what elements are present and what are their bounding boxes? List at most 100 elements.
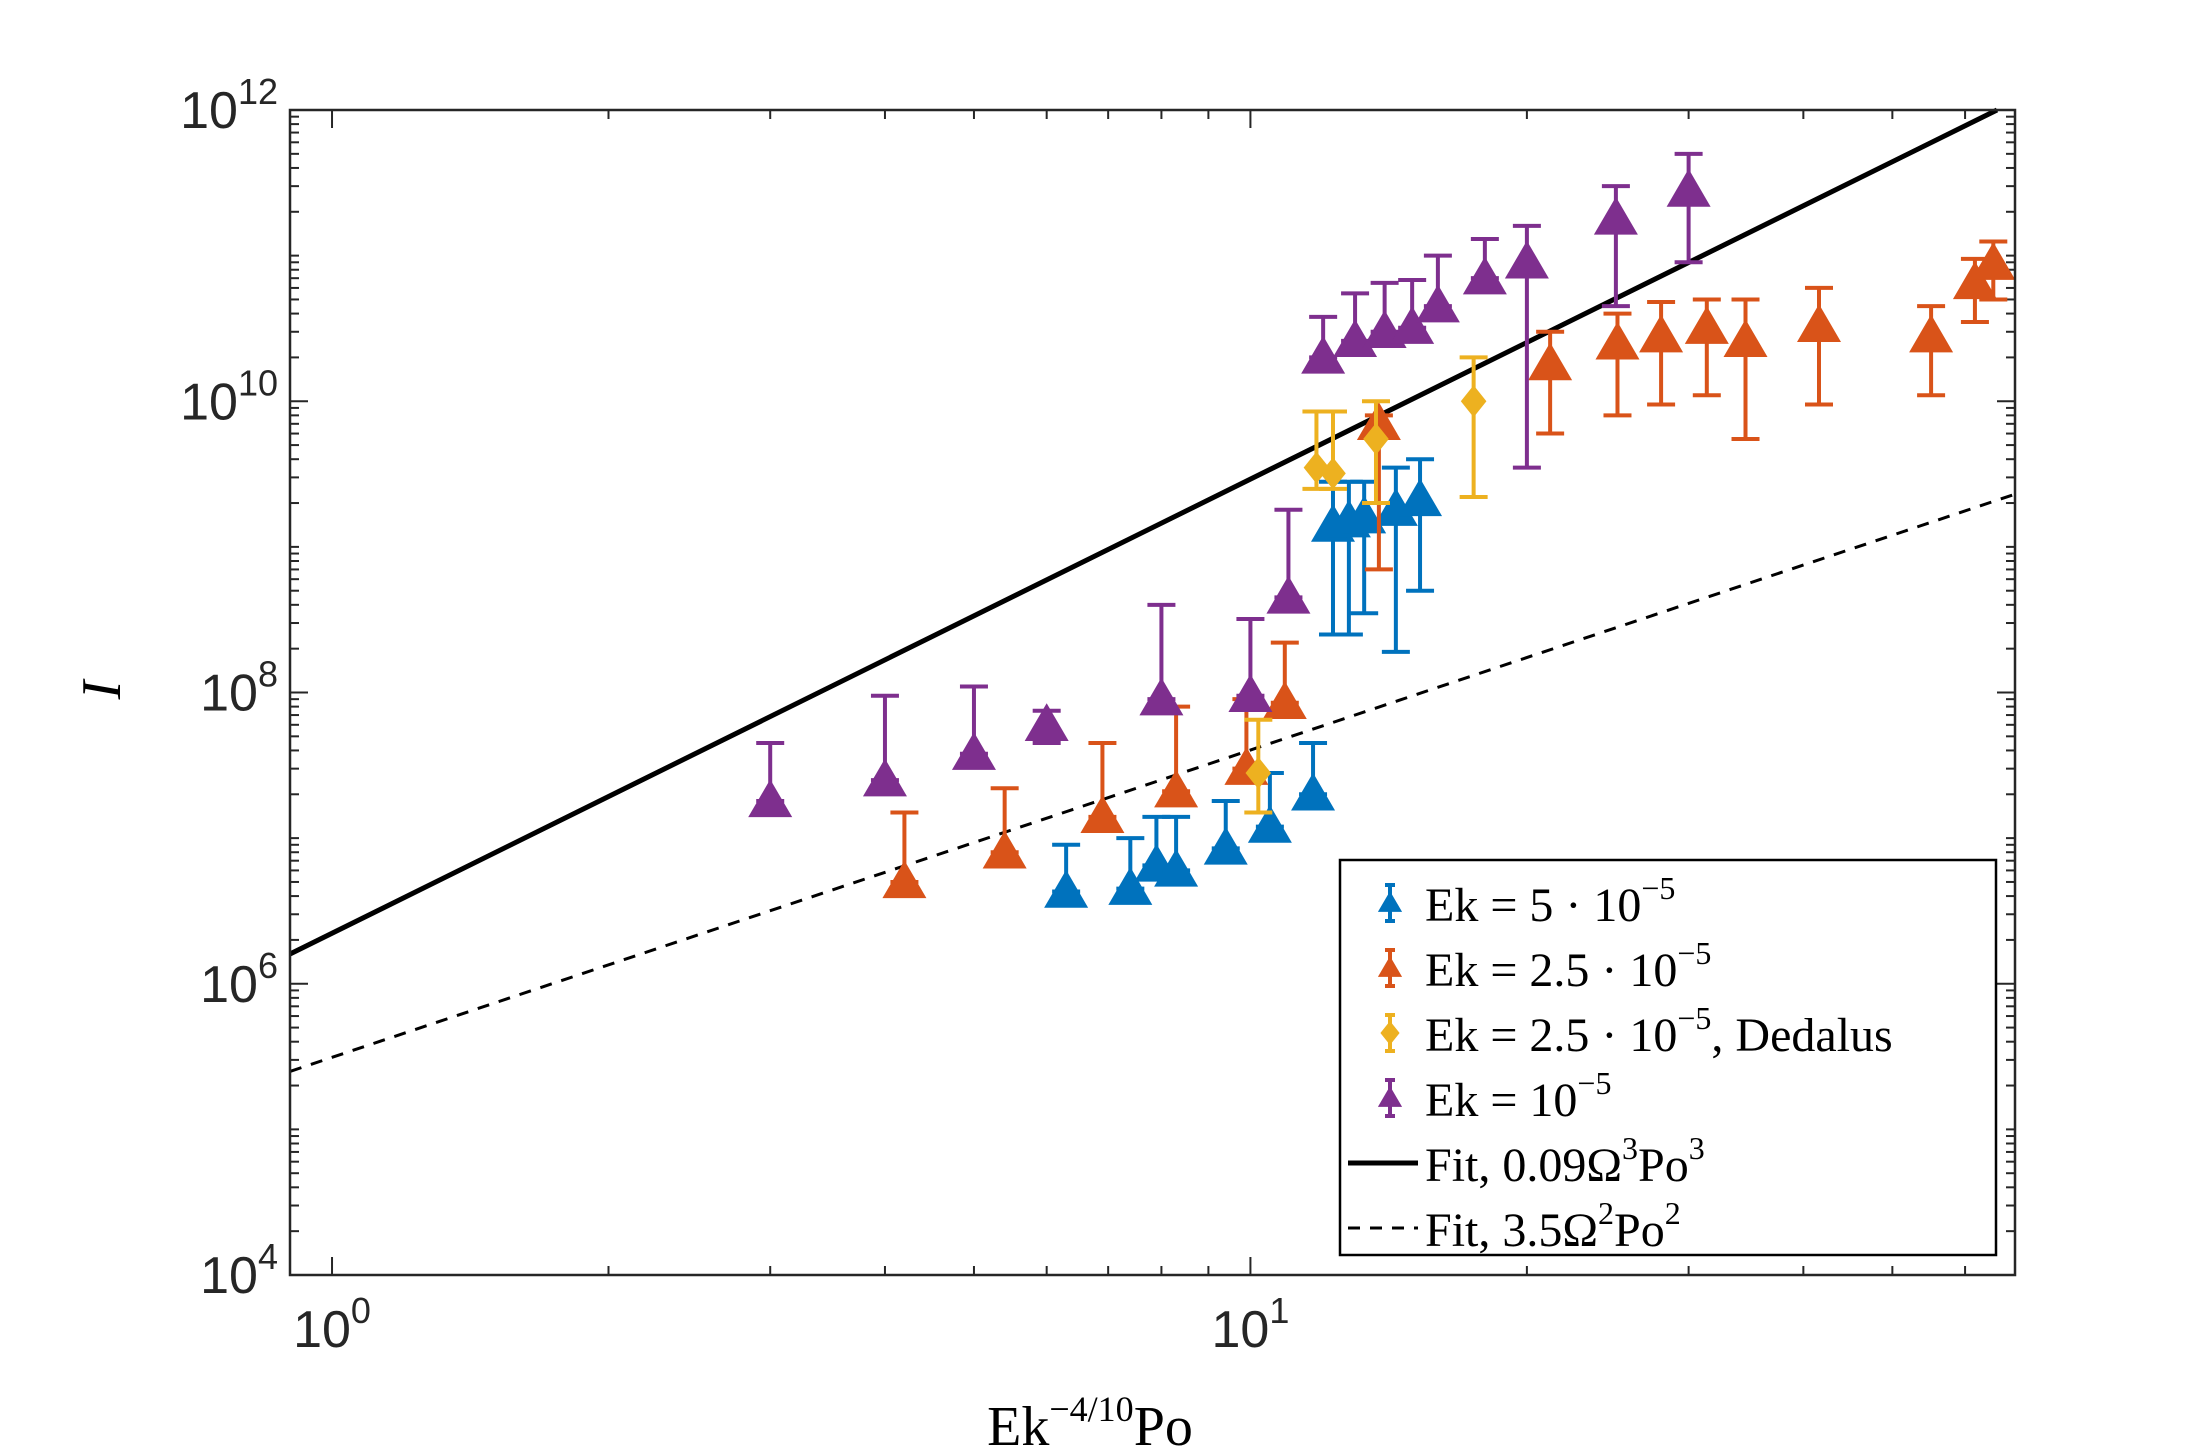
legend-label-exponent: −5 xyxy=(1641,870,1675,906)
data-point xyxy=(1080,795,1125,834)
minor-ticks xyxy=(289,109,2015,1276)
x-tick-label-exponent: 0 xyxy=(351,1290,371,1331)
x-tick-label: 100 xyxy=(293,1290,371,1359)
data-point xyxy=(1154,769,1199,808)
data-point xyxy=(1024,703,1069,742)
x-tick-label-base: 10 xyxy=(1211,1301,1269,1359)
y-tick-label-exponent: 6 xyxy=(258,945,278,986)
data-point xyxy=(1356,402,1401,441)
data-point xyxy=(1291,772,1336,811)
legend-label: Ek = 10−5 xyxy=(1425,1065,1611,1127)
data-point xyxy=(1460,385,1487,418)
legend-label: Ek = 5 · 10−5 xyxy=(1425,870,1675,932)
y-tick-label-exponent: 12 xyxy=(238,71,278,112)
x-axis-label-base: Ek xyxy=(987,1396,1049,1451)
legend-label-text: Ek = 2.5 · 10 xyxy=(1425,944,1677,997)
data-point xyxy=(1363,423,1389,456)
data-point xyxy=(1373,488,1418,526)
data-point xyxy=(1228,674,1273,712)
y-tick-label: 1012 xyxy=(180,71,278,140)
legend-label-exponent: 3 xyxy=(1622,1130,1638,1166)
x-axis-label-tail: Po xyxy=(1134,1396,1193,1451)
data-point xyxy=(1266,575,1311,614)
legend-label: Ek = 2.5 · 10−5 xyxy=(1425,935,1711,997)
y-tick-label: 106 xyxy=(200,945,278,1014)
x-tick-label: 101 xyxy=(1211,1290,1289,1359)
data-point xyxy=(1108,867,1153,905)
legend-label-exponent: −5 xyxy=(1677,935,1711,971)
legend-label-exponent: 2 xyxy=(1598,1195,1614,1231)
y-tick-label: 1010 xyxy=(180,362,278,431)
legend-label-text: Fit, 3.5Ω xyxy=(1425,1204,1598,1257)
y-tick-label-exponent: 10 xyxy=(238,362,278,403)
legend-label-exponent: −5 xyxy=(1677,1000,1711,1036)
data-point xyxy=(1247,804,1292,843)
series-3 xyxy=(1244,355,1488,815)
data-point xyxy=(882,860,927,899)
x-axis-label-exponent: −4/10 xyxy=(1049,1389,1133,1429)
legend-label-suffix: , Dedalus xyxy=(1711,1009,1892,1062)
legend-label-exponent: 2 xyxy=(1665,1195,1681,1231)
data-point xyxy=(1044,869,1089,908)
data-point xyxy=(748,779,793,818)
data-point xyxy=(1971,242,2016,280)
y-axis-label: I xyxy=(71,678,133,700)
data-point xyxy=(1390,306,1435,344)
legend-label-text: Po xyxy=(1614,1204,1665,1257)
fit-line-1 xyxy=(288,107,1999,957)
y-tick-label: 108 xyxy=(200,654,278,723)
legend-label: Fit, 0.09Ω3Po3 xyxy=(1425,1130,1705,1192)
x-tick-label-base: 10 xyxy=(293,1301,351,1359)
x-tick-label-exponent: 1 xyxy=(1269,1290,1289,1331)
legend: Ek = 5 · 10−5Ek = 2.5 · 10−5Ek = 2.5 · 1… xyxy=(1338,858,1998,1257)
legend-label-text: Fit, 0.09Ω xyxy=(1425,1139,1622,1192)
legend-swatch-marker xyxy=(1380,1021,1400,1045)
legend-swatch-marker xyxy=(1377,956,1403,977)
data-point xyxy=(1684,306,1729,344)
data-point xyxy=(862,758,907,797)
data-point xyxy=(1462,256,1507,295)
data-point xyxy=(1139,677,1184,716)
legend-label-text: Ek = 10 xyxy=(1425,1074,1577,1127)
legend-label: Ek = 2.5 · 10−5, Dedalus xyxy=(1425,1000,1893,1062)
data-point xyxy=(1595,321,1640,360)
data-point xyxy=(1301,335,1346,374)
data-point xyxy=(1504,240,1549,279)
data-point xyxy=(1528,342,1573,381)
axes-frame xyxy=(288,108,2017,1277)
data-point xyxy=(1262,681,1307,719)
y-tick-label-exponent: 8 xyxy=(258,654,278,695)
y-tick-label: 104 xyxy=(200,1236,278,1305)
legend-label-text: Ek = 2.5 · 10 xyxy=(1425,1009,1677,1062)
data-point xyxy=(1796,304,1841,342)
y-tick-label-base: 10 xyxy=(180,373,238,431)
legend-label-text: Po xyxy=(1638,1139,1689,1192)
data-point xyxy=(1320,457,1346,490)
data-point xyxy=(1154,848,1199,887)
axes-box xyxy=(288,108,2017,1277)
y-tick-label-base: 10 xyxy=(180,82,238,140)
data-point xyxy=(1639,314,1684,353)
series-1 xyxy=(1044,457,1443,908)
data-marks xyxy=(748,151,2016,908)
data-point xyxy=(1203,826,1248,865)
series-4 xyxy=(748,151,1711,818)
data-point xyxy=(982,830,1027,869)
data-point xyxy=(1952,261,1997,300)
fit-lines xyxy=(288,107,2016,1073)
legend-swatch-marker xyxy=(1377,891,1403,912)
data-point xyxy=(1415,284,1460,323)
y-tick-label-exponent: 4 xyxy=(258,1236,278,1277)
y-tick-label-base: 10 xyxy=(200,665,258,723)
data-point xyxy=(951,732,996,770)
legend-label: Fit, 3.5Ω2Po2 xyxy=(1425,1195,1681,1257)
legend-box xyxy=(1338,858,1998,1257)
x-axis-label: Ek−4/10Po xyxy=(987,1389,1193,1451)
legend-label-exponent: 3 xyxy=(1689,1130,1705,1166)
data-point xyxy=(1666,168,1711,207)
data-point xyxy=(1593,196,1638,235)
y-tick-label-base: 10 xyxy=(200,1247,258,1305)
data-point xyxy=(1398,478,1443,517)
fit-line-2 xyxy=(289,492,2016,1073)
